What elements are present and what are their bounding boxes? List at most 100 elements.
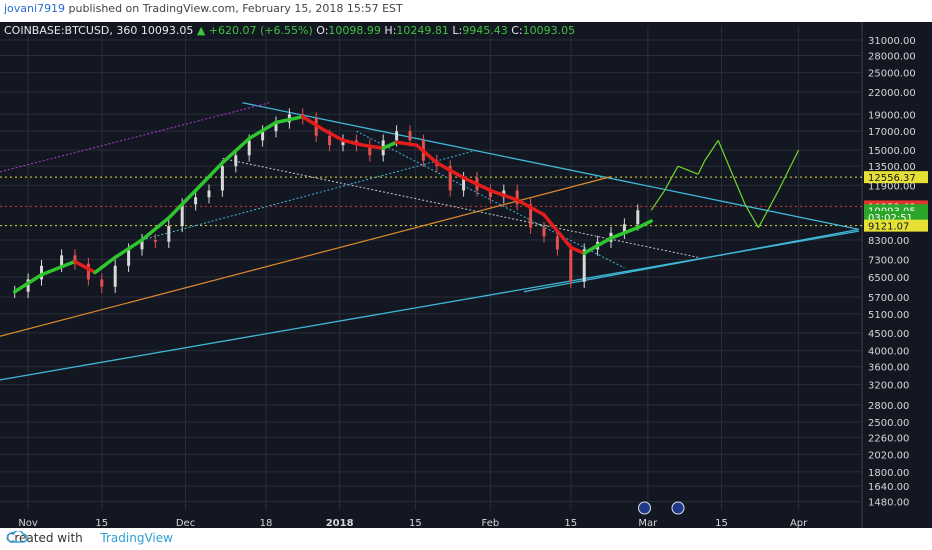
- trendline-orange: [0, 176, 612, 337]
- candle-body: [622, 224, 626, 233]
- moving-average-segment: [582, 243, 600, 256]
- candle-body: [113, 265, 117, 287]
- moving-average-segment: [394, 140, 419, 147]
- y-tick-label: 1480.00: [868, 498, 909, 509]
- candle-body: [140, 239, 144, 250]
- price-label-box: [864, 219, 928, 232]
- y-tick-label: 4000.00: [868, 347, 909, 358]
- y-tick-label: 22000.00: [868, 88, 916, 99]
- candle-body: [636, 210, 640, 225]
- price-label: 12556.37: [868, 173, 916, 184]
- y-tick-label: 19000.00: [868, 110, 916, 121]
- publish-line: jovani7919 published on TradingView.com,…: [4, 2, 403, 15]
- y-tick-label: 2800.00: [868, 401, 909, 412]
- candle-body: [261, 131, 265, 141]
- projection-segment: [704, 140, 719, 161]
- candle-body: [328, 135, 332, 146]
- footer-bar: Created with TradingView: [0, 528, 932, 550]
- moving-average-segment: [167, 188, 198, 220]
- projection-segment: [717, 140, 746, 205]
- price-label: 9121.07: [868, 222, 909, 233]
- y-tick-label: 2500.00: [868, 418, 909, 429]
- created-with: Created with TradingView: [6, 531, 173, 545]
- price-chart[interactable]: 31000.00 28000.00 25000.00 22000.00 19000.00…: [0, 22, 932, 528]
- low-label: L:: [452, 24, 463, 37]
- y-tick-label: 8300.00: [868, 236, 909, 247]
- y-tick-label: 17000.00: [868, 127, 916, 138]
- y-tick-label: 2260.00: [868, 433, 909, 444]
- y-tick-label: 31000.00: [868, 36, 916, 47]
- moving-average-segment: [140, 216, 171, 242]
- author-link[interactable]: jovani7919: [4, 2, 66, 15]
- candle-body: [395, 131, 399, 141]
- y-tick-label: 13500.00: [868, 162, 916, 173]
- projection-segment: [677, 165, 699, 175]
- projection-segment: [664, 165, 679, 191]
- moving-average-segment: [414, 143, 439, 165]
- moving-average-segment: [488, 188, 519, 202]
- x-tick-label: 15: [409, 518, 422, 528]
- moving-average-segment: [341, 138, 365, 147]
- chart-area[interactable]: COINBASE:BTCUSD, 360 10093.05 ▲ +620.07 …: [0, 22, 932, 528]
- moving-average-segment: [555, 229, 573, 250]
- candle-body: [569, 249, 573, 282]
- symbol-name[interactable]: COINBASE:BTCUSD, 360: [4, 24, 138, 37]
- x-tick-label: Mar: [638, 518, 658, 528]
- x-tick-label: Nov: [18, 518, 38, 528]
- projection-segment: [697, 160, 706, 175]
- y-tick-label: 5100.00: [868, 310, 909, 321]
- y-tick-label: 28000.00: [868, 51, 916, 62]
- projection-segment: [757, 190, 780, 228]
- published-text: published on TradingView.com, February 1…: [65, 2, 403, 15]
- candle-body: [207, 190, 211, 198]
- event-marker-icon: [638, 501, 651, 515]
- candle-body: [247, 140, 251, 156]
- x-tick-label: 15: [715, 518, 728, 528]
- trendline-upper: [242, 102, 860, 231]
- moving-average-segment: [73, 259, 97, 275]
- candle-body: [448, 166, 452, 191]
- candle-body: [368, 145, 372, 156]
- candle-body: [234, 155, 238, 167]
- y-tick-label: 4500.00: [868, 329, 909, 340]
- candle-body: [542, 227, 546, 237]
- candle-body: [274, 122, 278, 132]
- moving-average-segment: [274, 114, 305, 125]
- candle-body: [341, 140, 345, 146]
- dotted-channel: [141, 149, 478, 241]
- y-tick-label: 1640.00: [868, 482, 909, 493]
- x-tick-label: 15: [564, 518, 577, 528]
- moving-average-segment: [609, 231, 627, 240]
- x-tick-label: Dec: [176, 518, 195, 528]
- moving-average-segment: [515, 198, 546, 217]
- price-label: 03:02:51: [868, 213, 913, 224]
- open-value: 10098.99: [328, 24, 381, 37]
- price-change: +620.07 (+6.55%): [208, 24, 313, 37]
- moving-average-segment: [321, 127, 345, 143]
- up-arrow-icon: ▲: [196, 24, 206, 37]
- candle-body: [167, 225, 171, 242]
- candle-body: [194, 197, 198, 205]
- candle-body: [180, 204, 184, 226]
- candle-body: [40, 265, 43, 280]
- moving-average-segment: [381, 140, 399, 150]
- price-label-box: [864, 171, 928, 184]
- moving-average-segment: [622, 225, 640, 235]
- tradingview-brand[interactable]: TradingView: [100, 531, 173, 545]
- candle-body: [127, 249, 131, 266]
- moving-average-segment: [461, 176, 493, 193]
- low-value: 9945.43: [462, 24, 508, 37]
- publish-header: jovani7919 published on TradingView.com,…: [0, 0, 932, 22]
- y-tick-label: 6500.00: [868, 273, 909, 284]
- symbol-legend: COINBASE:BTCUSD, 360 10093.05 ▲ +620.07 …: [4, 24, 575, 37]
- y-tick-label: 5700.00: [868, 293, 909, 304]
- high-value: 10249.81: [396, 24, 449, 37]
- x-tick-label: Apr: [790, 518, 808, 528]
- candle-body: [26, 279, 30, 292]
- moving-average-segment: [193, 161, 225, 193]
- high-label: H:: [384, 24, 397, 37]
- projection-segment: [744, 203, 759, 228]
- moving-average-segment: [220, 136, 251, 165]
- x-tick-label: Feb: [482, 518, 500, 528]
- last-price: 10093.05: [140, 24, 194, 37]
